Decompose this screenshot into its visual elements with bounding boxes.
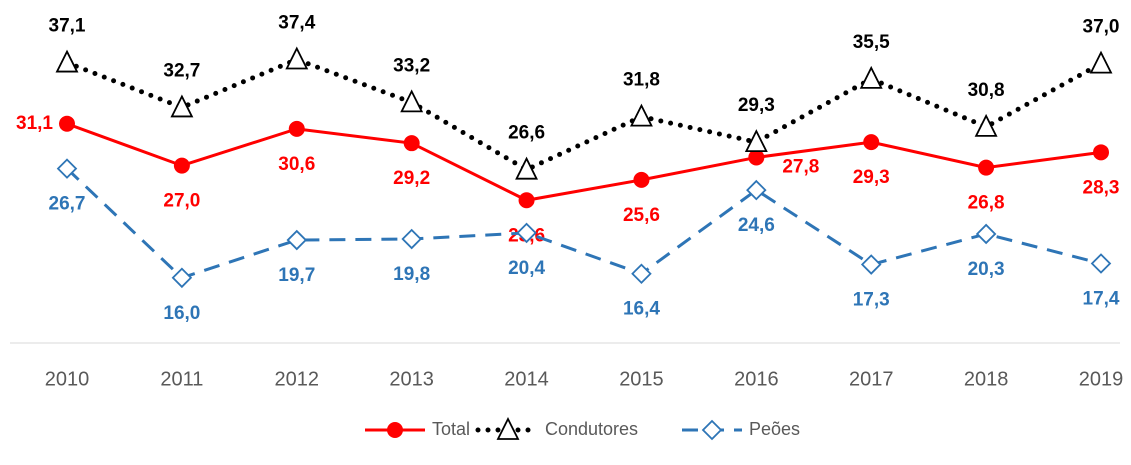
point-marker (1093, 144, 1109, 161)
value-label: 31,1 (16, 113, 53, 134)
value-label: 26,8 (968, 193, 1005, 214)
point-marker (633, 171, 650, 188)
value-label: 32,7 (163, 60, 200, 81)
value-label: 29,3 (738, 95, 775, 116)
series-line (65, 167, 1102, 280)
legend-label: Condutores (545, 419, 638, 439)
value-label: 16,0 (163, 303, 200, 324)
series-line (66, 122, 1102, 202)
value-label: 33,2 (393, 55, 430, 76)
series-line (64, 56, 1104, 173)
point-marker (974, 113, 998, 137)
x-tick-label: 2017 (849, 368, 894, 390)
point-marker (629, 103, 653, 127)
value-label: 28,3 (1083, 177, 1120, 198)
x-tick-label: 2010 (45, 368, 90, 390)
point-marker (286, 229, 308, 251)
point-marker (978, 159, 995, 176)
point-marker (516, 222, 537, 244)
value-label: 20,3 (968, 259, 1005, 280)
point-marker (860, 254, 882, 275)
value-label: 25,6 (623, 205, 660, 226)
x-tick-label: 2012 (275, 368, 320, 390)
point-marker (515, 156, 539, 180)
legend-label: Peões (749, 419, 800, 439)
legend-label: Total (432, 419, 470, 439)
point-marker (744, 129, 768, 153)
point-marker (748, 149, 765, 166)
x-tick-label: 2016 (734, 368, 779, 390)
value-label: 37,4 (278, 13, 315, 34)
value-label: 37,1 (49, 16, 86, 37)
x-tick-label: 2013 (389, 368, 434, 390)
point-marker (285, 46, 309, 70)
x-tick-label: 2015 (619, 368, 664, 390)
value-label: 35,5 (853, 32, 890, 53)
value-label: 26,6 (508, 123, 545, 144)
point-marker (518, 192, 535, 209)
value-label: 37,0 (1083, 17, 1120, 38)
point-marker (746, 179, 767, 201)
point-marker (631, 263, 652, 284)
point-marker (400, 89, 424, 113)
value-label: 27,8 (782, 156, 819, 177)
point-marker (403, 135, 420, 152)
value-label: 27,0 (163, 191, 200, 212)
point-marker (401, 228, 422, 250)
point-marker (288, 120, 305, 137)
point-marker (56, 158, 78, 179)
point-marker (55, 49, 79, 73)
value-label: 17,4 (1083, 289, 1120, 310)
value-label: 20,4 (508, 258, 545, 279)
value-label: 29,2 (393, 168, 430, 189)
x-tick-label: 2018 (964, 368, 1009, 390)
point-marker (1089, 50, 1113, 74)
value-label: 31,8 (623, 70, 660, 91)
value-label: 19,8 (393, 264, 430, 285)
point-marker (173, 157, 190, 174)
value-label: 26,7 (49, 194, 86, 215)
x-tick-label: 2019 (1079, 368, 1124, 390)
point-marker (59, 115, 75, 132)
x-tick-label: 2014 (504, 368, 549, 390)
value-label: 24,6 (738, 215, 775, 236)
legend-marker (701, 419, 723, 441)
legend-marker (387, 422, 403, 438)
value-label: 16,4 (623, 299, 660, 320)
value-label: 17,3 (853, 290, 890, 311)
value-label: 30,6 (278, 154, 315, 175)
point-marker (170, 94, 194, 118)
value-label: 29,3 (853, 167, 890, 188)
point-marker (1090, 253, 1112, 274)
value-label: 30,8 (968, 80, 1005, 101)
point-marker (975, 223, 997, 245)
value-label: 19,7 (278, 265, 315, 286)
point-marker (863, 134, 880, 151)
legend-marker (496, 416, 520, 440)
x-tick-label: 2011 (160, 368, 203, 390)
point-marker (171, 267, 193, 289)
point-marker (859, 65, 883, 89)
